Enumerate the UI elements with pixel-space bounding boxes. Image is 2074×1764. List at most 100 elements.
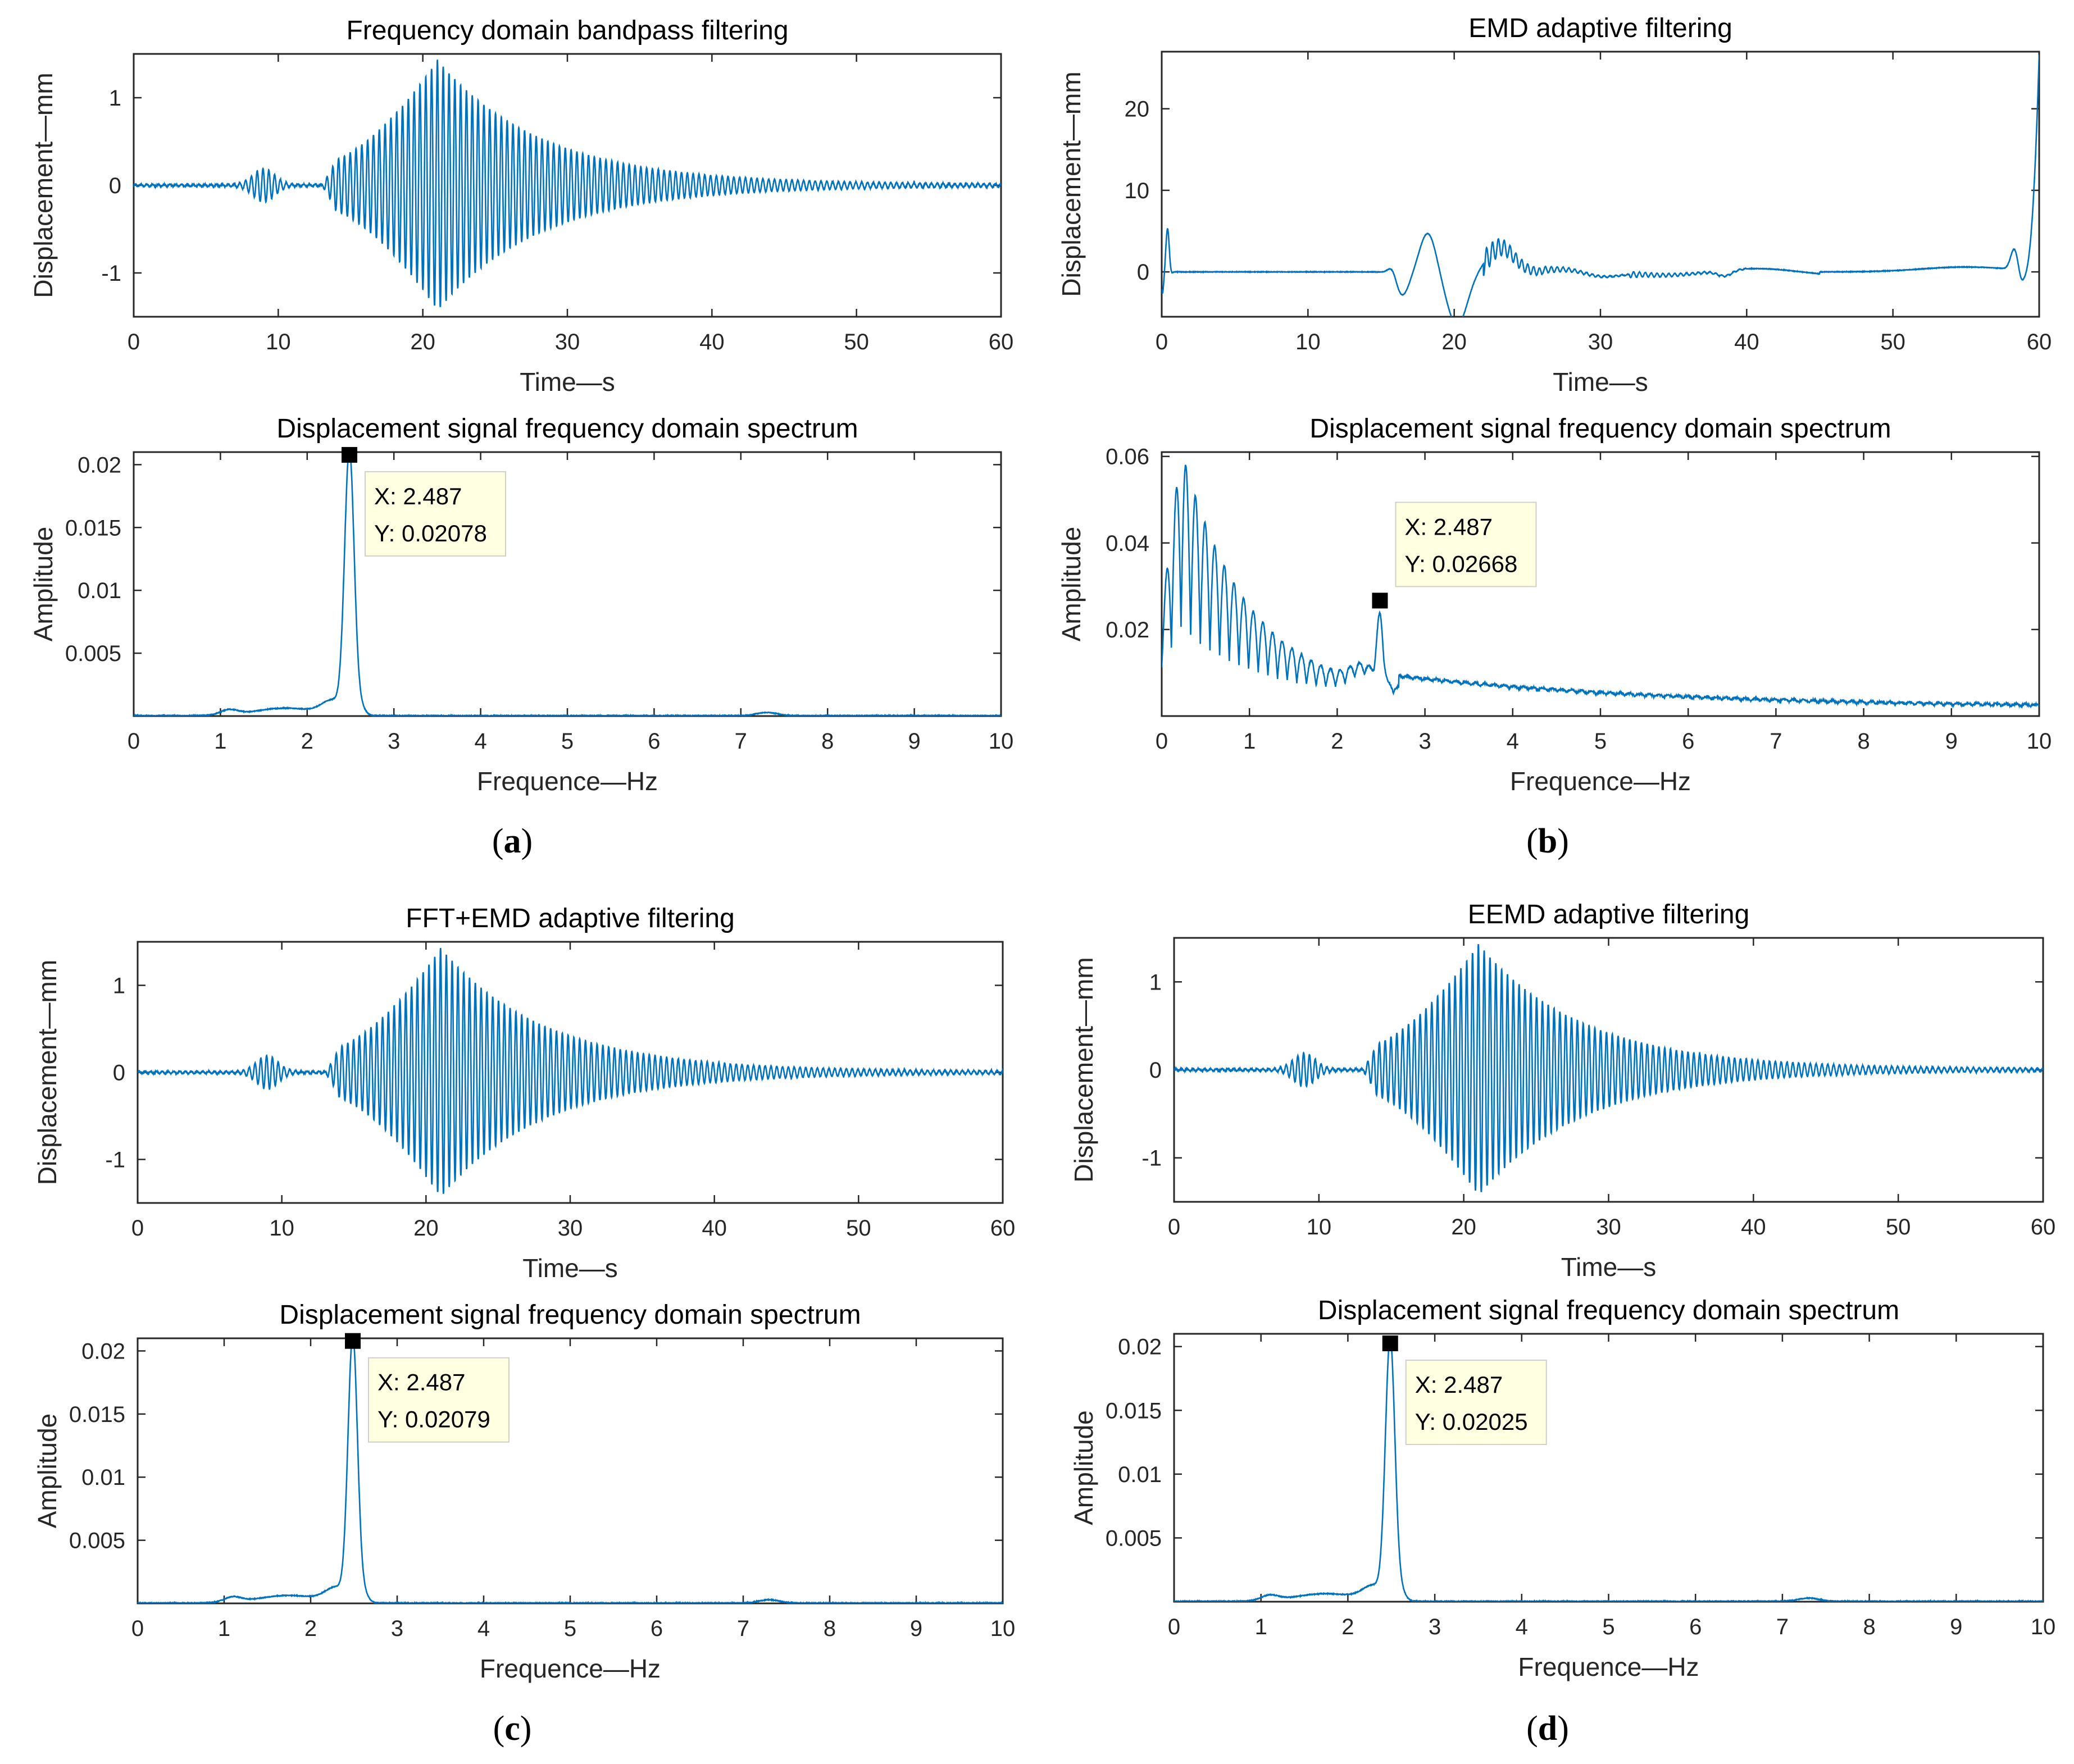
panel-a-spectrum-peak-marker[interactable] (341, 446, 357, 463)
panel-b-spectrum-xtick-label: 2 (1331, 729, 1343, 754)
panel-a-spectrum-ylabel: Amplitude (29, 527, 58, 642)
panel-c-time-xtick-label: 20 (413, 1216, 439, 1241)
panel-d-spectrum-xlabel: Frequence—Hz (1518, 1652, 1699, 1681)
panel-c-time-ytick-label: 1 (113, 974, 125, 999)
panel-a-spectrum-title: Displacement signal frequency domain spe… (276, 414, 858, 444)
panel-c-spectrum-datatip-x: X: 2.487 (377, 1369, 465, 1396)
panel-b-time-xtick-label: 10 (1295, 330, 1321, 354)
panel-b-time-ytick-label: 10 (1125, 179, 1150, 203)
panel-d-spectrum-ytick-label: 0.01 (1118, 1462, 1162, 1487)
panel-c-time-signal-line (138, 947, 1003, 1194)
panel-c-time-title: FFT+EMD adaptive filtering (406, 904, 735, 933)
panel-d-spectrum-peak-marker[interactable] (1382, 1335, 1398, 1352)
panel-d-spectrum-datatip-x: X: 2.487 (1415, 1371, 1503, 1398)
panel-a-spectrum-xtick-label: 1 (214, 729, 226, 754)
panel-b-spectrum-title: Displacement signal frequency domain spe… (1309, 414, 1891, 444)
panel-b-time-xtick-label: 40 (1734, 330, 1759, 354)
panel-d-spectrum-title: Displacement signal frequency domain spe… (1318, 1296, 1899, 1325)
panel-b-time-xtick-label: 20 (1441, 330, 1467, 354)
panel-b-spectrum-xtick-label: 10 (2027, 729, 2052, 754)
panel-d-time-ytick-label: 1 (1149, 970, 1162, 995)
panel-d-time-xtick-label: 20 (1451, 1215, 1476, 1239)
panel-c-time-xtick-label: 0 (131, 1216, 144, 1241)
panel-a-spectrum-xtick-label: 8 (821, 729, 834, 754)
panel-c-spectrum-xtick-label: 6 (651, 1616, 663, 1641)
panel-b-spectrum-peak-marker[interactable] (1372, 592, 1388, 609)
panel-b-spectrum-xtick-label: 8 (1857, 729, 1870, 754)
panel-b-time-title: EMD adaptive filtering (1468, 13, 1732, 43)
panel-a-spectrum-spectrum-line (134, 452, 1001, 716)
panel-c-spectrum-xtick-label: 8 (824, 1616, 836, 1641)
panel-a-time-xtick-label: 50 (844, 330, 869, 354)
panel-a-time-xtick-label: 20 (410, 330, 435, 354)
panel-b-time-xtick-label: 50 (1880, 330, 1905, 354)
panel-b-spectrum-spectrum-line (1162, 464, 2039, 709)
panel-a-time-xtick-label: 40 (699, 330, 725, 354)
panel-a-time-ytick-label: -1 (101, 261, 121, 286)
panel-c-spectrum-datatip-y: Y: 0.02079 (377, 1406, 490, 1433)
panel-b-time-ytick-label: 0 (1137, 260, 1149, 285)
panel-b-spectrum-ytick-label: 0.06 (1106, 445, 1149, 470)
panel-a-spectrum-datatip-y: Y: 0.02078 (374, 520, 487, 546)
panel-c-spectrum-ytick-label: 0.005 (69, 1529, 125, 1553)
panel-a-spectrum-ytick-label: 0.015 (65, 516, 121, 540)
panel-c-spectrum-xtick-label: 0 (131, 1616, 144, 1641)
panel-b-spectrum-xtick-label: 6 (1682, 729, 1694, 754)
panel-d-spectrum-xtick-label: 10 (2031, 1615, 2056, 1639)
panel-d-spectrum-datatip-y: Y: 0.02025 (1415, 1409, 1528, 1435)
panel-a-spectrum-xtick-label: 4 (474, 729, 486, 754)
panel-d-spectrum-xtick-label: 0 (1168, 1615, 1180, 1639)
panel-b-spectrum-xtick-label: 1 (1243, 729, 1256, 754)
panel-b-time-xtick-label: 60 (2027, 330, 2052, 354)
panel-c-spectrum-peak-marker[interactable] (344, 1333, 361, 1349)
panel-b-spectrum-xtick-label: 5 (1594, 729, 1607, 754)
panel-d-spectrum-datatip (1405, 1360, 1547, 1446)
panel-c-time-xtick-label: 40 (702, 1216, 727, 1241)
panel-d-spectrum-xtick-label: 2 (1341, 1615, 1354, 1639)
panel-c-time-ylabel: Displacement—mm (33, 960, 62, 1185)
panel-d-spectrum-xtick-label: 4 (1516, 1615, 1528, 1639)
panel-c-time-ytick-label: 0 (113, 1061, 125, 1086)
panel-b-spectrum-ytick-label: 0.04 (1106, 531, 1149, 556)
panel-c-time-ytick-label: -1 (105, 1148, 125, 1173)
panel-c-time-xtick-label: 60 (990, 1216, 1016, 1241)
panel-d-spectrum-ytick-label: 0.005 (1106, 1526, 1162, 1551)
panel-d-spectrum-xtick-label: 3 (1429, 1615, 1441, 1639)
panel-c-caption: (c) (493, 1710, 532, 1748)
panel-d-time-xlabel: Time—s (1561, 1252, 1657, 1282)
panel-a-time-xtick-label: 0 (128, 330, 140, 354)
panel-a-spectrum-xtick-label: 10 (989, 729, 1014, 754)
panel-a-time-title: Frequency domain bandpass filtering (346, 16, 788, 45)
panel-d-time-xtick-label: 60 (2031, 1215, 2056, 1239)
panel-a-spectrum-datatip (364, 471, 506, 557)
panel-d-spectrum-xtick-label: 8 (1863, 1615, 1875, 1639)
panel-a-spectrum-xtick-label: 3 (388, 729, 400, 754)
panel-d-time-ytick-label: -1 (1141, 1146, 1162, 1171)
panel-b-caption: (b) (1526, 822, 1569, 860)
panel-b-spectrum-ylabel: Amplitude (1057, 527, 1086, 642)
panel-d-spectrum-xtick-label: 7 (1776, 1615, 1789, 1639)
panel-a-spectrum-ytick-label: 0.01 (78, 578, 121, 603)
panel-c-spectrum-ytick-label: 0.02 (81, 1339, 125, 1364)
panel-a-spectrum-xtick-label: 6 (648, 729, 660, 754)
panel-a-time-ylabel: Displacement—mm (29, 72, 58, 298)
panel-b-spectrum-xtick-label: 3 (1418, 729, 1431, 754)
panel-d-spectrum-ylabel: Amplitude (1069, 1410, 1098, 1525)
panel-b-spectrum-datatip-x: X: 2.487 (1404, 513, 1492, 540)
panel-b-time-xtick-label: 0 (1156, 330, 1168, 354)
panel-b-spectrum-datatip-y: Y: 0.02668 (1404, 550, 1517, 577)
panel-a-time-xlabel: Time—s (520, 367, 615, 396)
panel-c-spectrum-xtick-label: 2 (304, 1616, 317, 1641)
panel-c-spectrum-ytick-label: 0.015 (69, 1402, 125, 1427)
panel-d-time-xtick-label: 10 (1307, 1215, 1332, 1239)
panel-d-time-ylabel: Displacement—mm (1069, 957, 1098, 1182)
panel-c-spectrum-xtick-label: 4 (477, 1616, 490, 1641)
panel-c-spectrum-xlabel: Frequence—Hz (480, 1654, 661, 1683)
panel-b-spectrum-xtick-label: 7 (1770, 729, 1782, 754)
panel-c-spectrum-ylabel: Amplitude (33, 1414, 62, 1529)
panel-d-time-xtick-label: 0 (1168, 1215, 1180, 1239)
